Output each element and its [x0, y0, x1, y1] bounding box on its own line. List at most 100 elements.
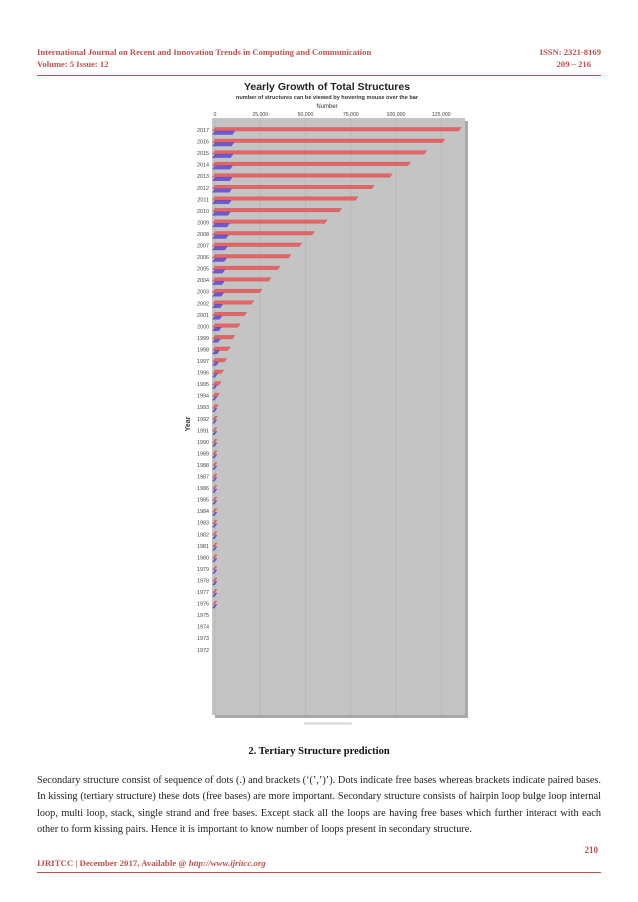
yearly-bar[interactable]: [212, 396, 218, 401]
total-bar[interactable]: [212, 138, 446, 143]
total-bar[interactable]: [212, 254, 292, 259]
yearly-bar[interactable]: [212, 211, 231, 216]
yearly-bar[interactable]: [212, 234, 229, 239]
yearly-bar[interactable]: [212, 477, 218, 482]
yearly-bar[interactable]: [212, 223, 230, 228]
total-bar[interactable]: [212, 231, 315, 236]
total-bar[interactable]: [212, 127, 462, 132]
total-bar[interactable]: [212, 323, 241, 328]
yearly-bar[interactable]: [212, 177, 233, 181]
yearly-bar[interactable]: [212, 373, 219, 378]
year-label: 2017: [197, 128, 209, 134]
total-bar[interactable]: [212, 173, 393, 178]
yearly-bar[interactable]: [212, 361, 219, 366]
total-bar[interactable]: [212, 300, 255, 305]
page-number: 210: [584, 845, 599, 855]
total-bar[interactable]: [212, 381, 222, 386]
yearly-bar[interactable]: [212, 488, 218, 493]
year-label: 2001: [197, 313, 209, 319]
yearly-bar[interactable]: [212, 535, 218, 539]
total-bar[interactable]: [212, 554, 218, 559]
year-label: 1992: [197, 417, 209, 423]
total-bar[interactable]: [212, 508, 218, 513]
yearly-bar[interactable]: [212, 384, 218, 389]
yearly-bar[interactable]: [212, 130, 236, 135]
total-bar[interactable]: [212, 150, 428, 155]
yearly-bar[interactable]: [212, 200, 232, 204]
year-label: 1978: [197, 578, 209, 584]
yearly-bar[interactable]: [212, 465, 218, 470]
yearly-bar[interactable]: [212, 511, 218, 516]
yearly-bar[interactable]: [212, 454, 218, 459]
yearly-bar[interactable]: [212, 581, 218, 586]
total-bar[interactable]: [212, 219, 328, 224]
yearly-bar[interactable]: [212, 592, 218, 597]
total-bar[interactable]: [212, 589, 218, 594]
yearly-bar[interactable]: [212, 304, 224, 308]
yearly-bar[interactable]: [212, 338, 221, 343]
total-bar[interactable]: [212, 520, 218, 524]
yearly-bar[interactable]: [212, 165, 233, 170]
yearly-bar[interactable]: [212, 153, 234, 158]
yearly-growth-chart: Yearly Growth of Total Structures number…: [182, 79, 472, 725]
yearly-bar[interactable]: [212, 327, 222, 332]
yearly-bar[interactable]: [212, 604, 218, 609]
yearly-bar[interactable]: [212, 292, 224, 297]
total-bar[interactable]: [212, 185, 375, 189]
total-bar[interactable]: [212, 439, 218, 444]
total-bar[interactable]: [212, 427, 218, 432]
year-label: 1984: [197, 509, 209, 515]
year-label: 1999: [197, 336, 209, 342]
total-bar[interactable]: [212, 162, 411, 166]
total-bar[interactable]: [212, 369, 224, 374]
yearly-bar[interactable]: [212, 142, 235, 147]
total-bar[interactable]: [212, 277, 272, 282]
total-bar[interactable]: [212, 531, 218, 536]
yearly-bar[interactable]: [212, 246, 228, 251]
figure-caption: 2. Tertiary Structure prediction: [248, 746, 390, 757]
x-tick-label: 75,000: [343, 112, 359, 118]
total-bar[interactable]: [212, 289, 263, 293]
yearly-bar[interactable]: [212, 442, 218, 447]
total-bar[interactable]: [212, 600, 218, 605]
x-tick-labels: 0 25,000 50,000 75,000 100,000 125,000: [214, 112, 451, 118]
total-bar[interactable]: [212, 312, 247, 316]
yearly-bar[interactable]: [212, 280, 225, 285]
yearly-bar[interactable]: [212, 269, 226, 274]
total-bar[interactable]: [212, 450, 218, 455]
year-label: 1985: [197, 498, 209, 504]
total-bar[interactable]: [212, 335, 236, 340]
total-bar[interactable]: [212, 346, 231, 351]
footer-link[interactable]: http://www.ijritcc.org: [188, 858, 266, 868]
yearly-bar[interactable]: [212, 500, 218, 505]
yearly-bar[interactable]: [212, 558, 218, 563]
total-bar[interactable]: [212, 242, 303, 247]
total-bar[interactable]: [212, 577, 218, 582]
yearly-bar[interactable]: [212, 546, 218, 551]
total-bar[interactable]: [212, 566, 218, 571]
total-bar[interactable]: [212, 208, 343, 213]
year-label: 1988: [197, 463, 209, 469]
yearly-bar[interactable]: [212, 419, 218, 424]
yearly-bar[interactable]: [212, 350, 220, 355]
year-label: 1997: [197, 359, 209, 365]
year-label: 1975: [197, 613, 209, 619]
yearly-bar[interactable]: [212, 431, 218, 435]
yearly-bar[interactable]: [212, 569, 218, 574]
total-bar[interactable]: [212, 485, 218, 490]
total-bar[interactable]: [212, 496, 218, 501]
yearly-bar[interactable]: [212, 408, 218, 412]
total-bar[interactable]: [212, 473, 218, 478]
year-label: 1983: [197, 521, 209, 527]
yearly-bar[interactable]: [212, 257, 227, 262]
yearly-bar[interactable]: [212, 523, 218, 528]
total-bar[interactable]: [212, 196, 359, 201]
total-bar[interactable]: [212, 358, 228, 363]
total-bar[interactable]: [212, 462, 218, 467]
year-label: 2003: [197, 290, 209, 296]
total-bar[interactable]: [212, 543, 218, 547]
yearly-bar[interactable]: [212, 188, 232, 193]
total-bar[interactable]: [212, 265, 281, 270]
year-label: 2014: [197, 163, 209, 169]
yearly-bar[interactable]: [212, 315, 223, 320]
